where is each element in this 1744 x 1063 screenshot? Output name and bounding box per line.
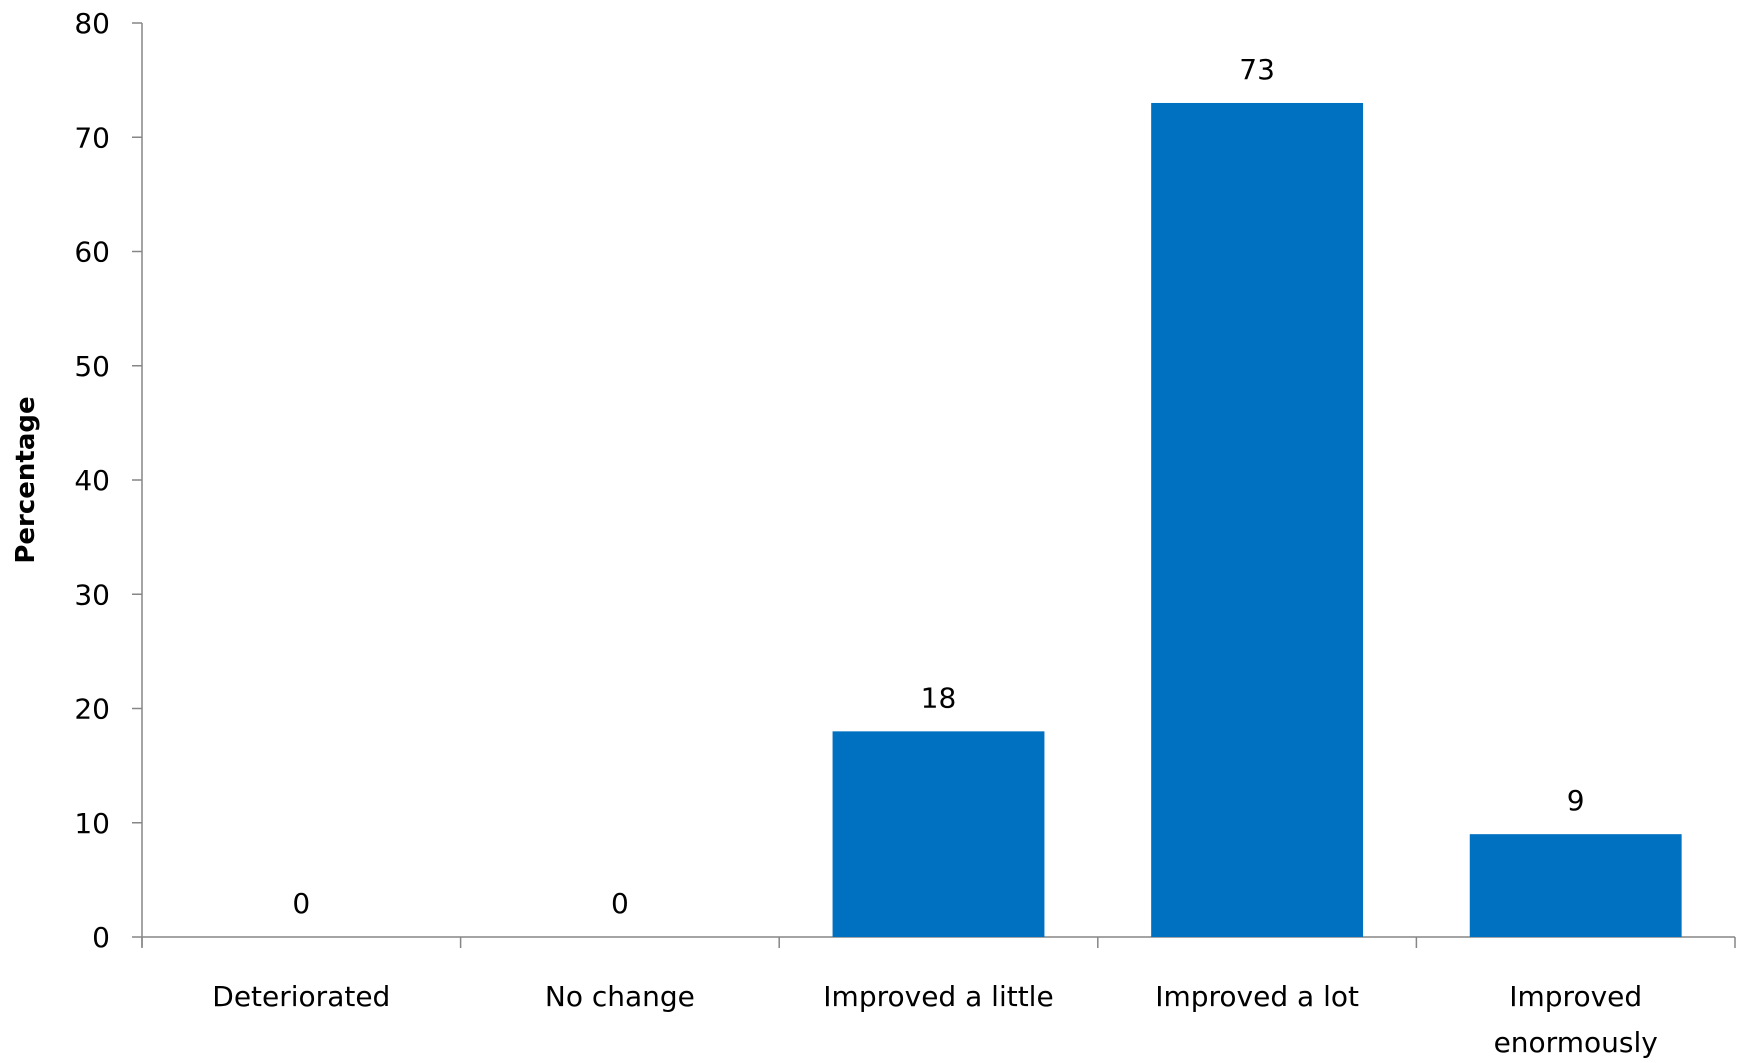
y-tick-label: 80: [74, 7, 110, 40]
x-ticks: [141, 937, 1736, 948]
bar: [1469, 834, 1682, 937]
bars: [832, 102, 1682, 938]
data-label: 0: [611, 887, 629, 920]
y-ticks: 0 10 20 30 40 50 60 70 80: [74, 7, 142, 954]
category-labels: Deteriorated No change Improved a little Im…: [212, 980, 1658, 1059]
data-label: 73: [1239, 53, 1275, 86]
category-label: Improved enormously: [1494, 980, 1658, 1059]
y-tick-label: 30: [74, 578, 110, 611]
y-tick-label: 10: [74, 807, 110, 840]
y-tick-label: 60: [74, 236, 110, 269]
category-label: No change: [545, 980, 695, 1013]
category-label: Improved a little: [823, 980, 1053, 1013]
y-tick-label: 40: [74, 464, 110, 497]
data-label: 9: [1567, 784, 1585, 817]
data-labels: 0 0 18 73 9: [292, 53, 1584, 920]
y-axis-title-group: Percentage: [11, 396, 41, 563]
category-label: Improved a lot: [1155, 980, 1359, 1013]
data-label: 18: [921, 681, 957, 714]
y-tick-label: 70: [74, 121, 110, 154]
data-label: 0: [292, 887, 310, 920]
category-label: Deteriorated: [212, 980, 390, 1013]
y-tick-label: 50: [74, 350, 110, 383]
y-tick-label: 0: [92, 921, 110, 954]
y-axis-title: Percentage: [11, 396, 41, 563]
bar: [832, 731, 1045, 937]
y-tick-label: 20: [74, 693, 110, 726]
bar: [1151, 102, 1364, 938]
